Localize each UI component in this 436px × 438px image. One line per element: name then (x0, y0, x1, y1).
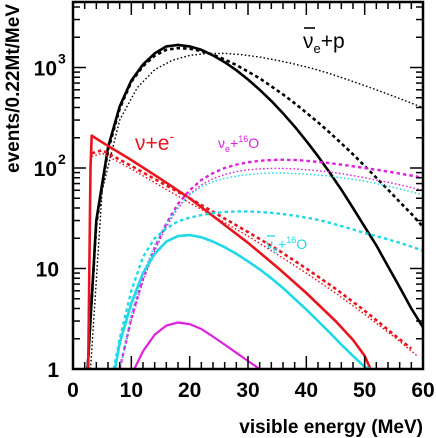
series-line-0 (86, 43, 423, 369)
x-tick-label: 50 (353, 379, 376, 402)
ibd-label: νe+p (303, 30, 345, 56)
nuebar-o16-el: O (296, 236, 307, 252)
tick-layer (72, 2, 424, 370)
ibd-label-nu: ν (303, 30, 314, 53)
series-line-8 (119, 167, 423, 369)
nue-o16-label: νe+16O (218, 134, 259, 154)
nue-o16-sub: e (225, 144, 230, 154)
y-axis-title: events/0.22Mt/MeV (3, 4, 24, 173)
y-tick-label: 10 (34, 158, 57, 181)
series-layer (86, 43, 423, 369)
elastic-label-text: ν+e (135, 132, 169, 155)
series-line-6 (133, 321, 261, 369)
series-line-5 (91, 152, 418, 357)
series-line-2 (89, 52, 423, 369)
nue-o16-nu: ν (218, 135, 225, 151)
y-tick-label: 1 (47, 359, 59, 382)
y-tick-label-exp: 2 (58, 151, 66, 167)
x-tick-label: 20 (178, 379, 201, 402)
series-line-1 (86, 46, 423, 369)
nue-o16-sup: 16 (238, 134, 248, 144)
ibd-label-rest: +p (321, 30, 345, 53)
series-line-4 (91, 149, 413, 350)
x-tick-label: 60 (411, 379, 434, 402)
x-axis-title: visible energy (MeV) (239, 417, 423, 438)
y-tick-label: 10 (34, 58, 57, 81)
x-tick-label: 0 (67, 379, 79, 402)
nuebar-o16-label: νe+16O (266, 235, 307, 255)
x-tick-labels: 0 10 20 30 40 50 60 (67, 379, 435, 402)
nue-o16-el: O (248, 135, 259, 151)
y-tick-label: 10 (36, 259, 59, 282)
nuebar-o16-sup: 16 (286, 235, 296, 245)
series-line-7 (118, 158, 423, 369)
y-tick-label-exp: 3 (58, 51, 66, 67)
nuebar-o16-nu: ν (266, 236, 273, 252)
series-line-9 (113, 233, 371, 369)
x-tick-label: 10 (120, 379, 143, 402)
nuebar-o16-plus: + (278, 236, 286, 252)
ibd-label-sub: e (314, 41, 321, 56)
x-tick-label: 40 (295, 379, 318, 402)
series-line-11 (119, 172, 423, 369)
nue-o16-plus: + (230, 135, 238, 151)
nuebar-o16-sub: e (273, 245, 278, 255)
elastic-label: ν+e- (135, 128, 174, 155)
series-line-3 (86, 134, 372, 369)
x-tick-label: 30 (236, 379, 259, 402)
elastic-label-sup: - (169, 128, 174, 144)
